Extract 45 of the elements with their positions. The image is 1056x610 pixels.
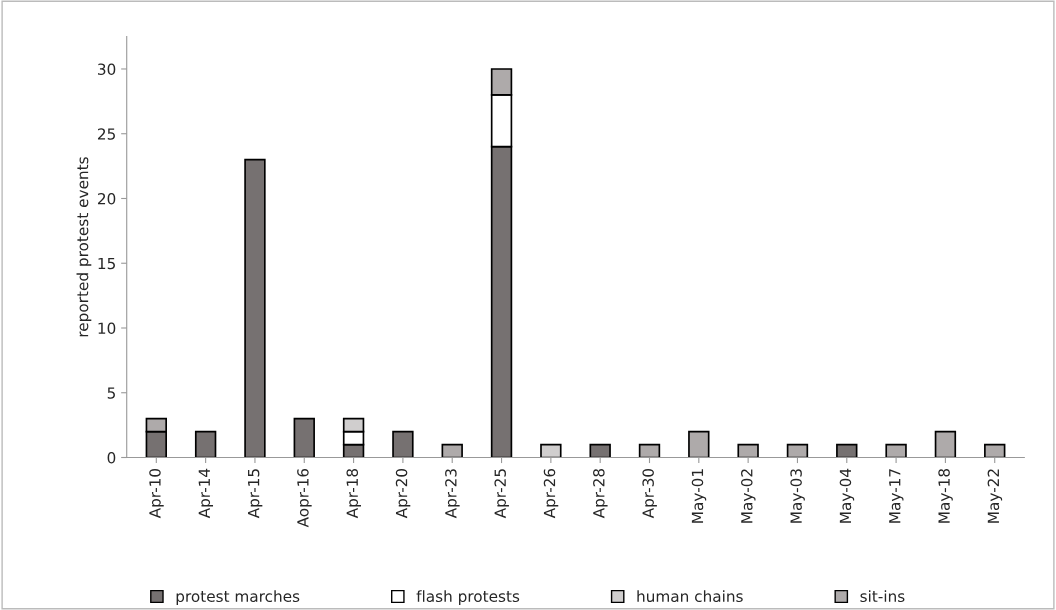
- bar: [984, 443, 1006, 458]
- bar: [392, 430, 414, 458]
- x-tick-label: Aopr-16: [297, 468, 312, 528]
- x-tick-label: Apr-30: [642, 468, 657, 519]
- bar: [244, 158, 266, 458]
- x-tick-label: May-18: [938, 468, 953, 523]
- y-tick-label: 20: [97, 192, 116, 205]
- x-tick-label: Apr-10: [149, 468, 164, 519]
- y-tick-label: 0: [107, 451, 116, 464]
- bar: [885, 443, 907, 458]
- y-tick-label: 5: [107, 387, 115, 399]
- x-tick-label: May-03: [790, 469, 805, 523]
- y-tick-label: 10: [98, 322, 116, 335]
- x-tick-label: May-17: [889, 469, 904, 523]
- bar: [737, 443, 759, 458]
- x-tick-label: Apr-28: [593, 468, 608, 519]
- legend-label: sit-ins: [860, 590, 905, 603]
- bar: [688, 430, 710, 458]
- legend-label: human chains: [637, 590, 743, 603]
- legend-label: protest marches: [176, 590, 300, 605]
- x-tick-label: May-04: [839, 468, 855, 523]
- y-tick-label: 30: [98, 63, 116, 75]
- x-tick-label: Apr-26: [543, 468, 559, 519]
- x-tick-label: Apr-23: [445, 469, 460, 519]
- bar: [786, 443, 809, 458]
- x-tick-label: Apr-15: [248, 469, 263, 519]
- bar: [638, 443, 661, 458]
- x-tick-label: Apr-20: [395, 468, 411, 519]
- bar: [540, 443, 562, 458]
- x-tick-label: May-02: [741, 469, 756, 523]
- bar: [934, 430, 957, 458]
- x-tick-label: Apr-18: [346, 468, 361, 519]
- bar: [194, 430, 217, 458]
- x-tick-label: Apr-14: [198, 468, 214, 519]
- x-tick-label: May-01: [691, 469, 707, 523]
- bar: [589, 443, 611, 458]
- y-tick-label: 15: [98, 257, 115, 270]
- bar: [293, 417, 315, 458]
- bar: [441, 443, 463, 458]
- legend-label: flash protests: [416, 590, 520, 605]
- y-axis-title: reported protest events: [76, 157, 92, 337]
- y-tick-label: 25: [97, 128, 115, 140]
- bar: [836, 443, 858, 458]
- x-tick-label: Apr-25: [494, 469, 509, 519]
- x-tick-label: May-22: [987, 469, 1003, 523]
